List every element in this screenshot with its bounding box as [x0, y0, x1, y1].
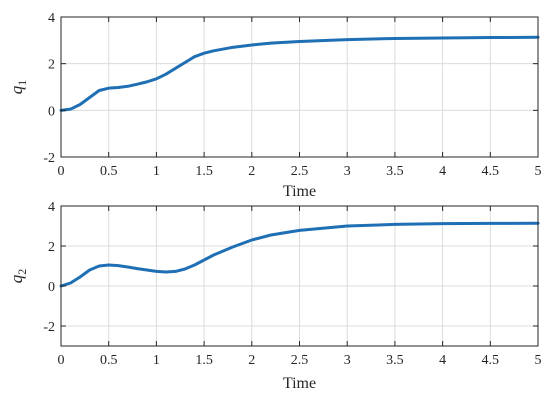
y-axis-title: q2 — [7, 269, 29, 284]
x-tick-label: 4 — [439, 353, 446, 368]
y-tick-label: 4 — [48, 11, 55, 26]
x-tick-label: 0.5 — [100, 353, 118, 368]
y-tick-label: -2 — [43, 320, 55, 335]
x-tick-label: 1.5 — [195, 353, 213, 368]
x-axis-title: Time — [283, 183, 316, 200]
x-tick-label: 1.5 — [195, 164, 213, 179]
x-tick-label: 4.5 — [482, 164, 500, 179]
x-tick-label: 5 — [535, 164, 542, 179]
y-tick-label: 4 — [48, 200, 55, 215]
x-tick-label: 3 — [344, 164, 351, 179]
x-tick-label: 2 — [248, 353, 255, 368]
y-tick-label: 2 — [48, 240, 55, 255]
series-line-1 — [59, 221, 540, 288]
x-tick-label: 3.5 — [386, 164, 404, 179]
x-tick-label: 5 — [535, 353, 542, 368]
x-tick-label: 4 — [439, 164, 446, 179]
x-tick-label: 0.5 — [100, 164, 118, 179]
y-axis-title-subscript: 2 — [15, 269, 29, 275]
y-axis-title-subscript: 1 — [15, 80, 29, 86]
y-axis-title: q1 — [7, 80, 29, 95]
x-tick-label: 2 — [248, 164, 255, 179]
x-tick-label: 2.5 — [291, 353, 309, 368]
x-tick-label: 3 — [344, 353, 351, 368]
y-axis-title-base: q — [7, 85, 26, 94]
x-tick-label: 2.5 — [291, 164, 309, 179]
x-tick-label: 0 — [58, 164, 65, 179]
y-tick-label: 0 — [48, 104, 55, 119]
series-line-1 — [59, 35, 540, 112]
x-tick-label: 1 — [153, 353, 160, 368]
y-axis-title-base: q — [7, 274, 26, 283]
x-tick-label: 1 — [153, 164, 160, 179]
y-tick-label: -2 — [43, 151, 55, 166]
x-tick-label: 4.5 — [482, 353, 500, 368]
x-tick-label: 0 — [58, 353, 65, 368]
x-axis-title: Time — [283, 375, 316, 392]
y-tick-label: 0 — [48, 280, 55, 295]
y-tick-label: 2 — [48, 58, 55, 73]
x-tick-label: 3.5 — [386, 353, 404, 368]
